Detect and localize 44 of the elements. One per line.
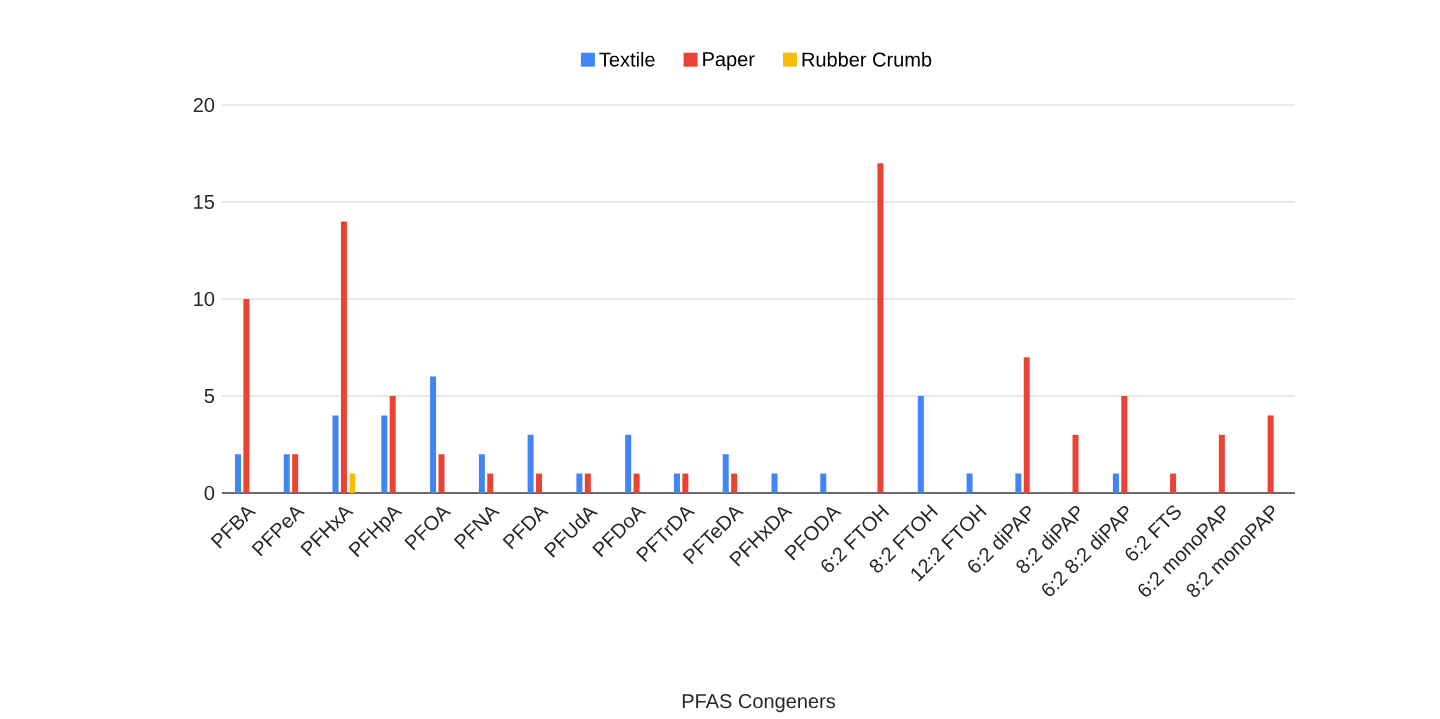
bar <box>1072 434 1079 493</box>
bar <box>283 454 290 493</box>
y-tick-label: 15 <box>194 195 215 209</box>
y-tick-label: 5 <box>204 389 215 403</box>
bar <box>389 396 396 493</box>
bar <box>673 473 680 493</box>
bar <box>917 396 924 493</box>
bar <box>1112 473 1119 493</box>
legend-label: Paper <box>703 52 755 71</box>
bar <box>1170 473 1177 493</box>
bar <box>340 221 347 493</box>
legend-label: Textile <box>599 51 655 67</box>
bar <box>722 454 729 493</box>
bar <box>438 454 445 493</box>
bar <box>1218 434 1225 493</box>
bar <box>682 473 689 493</box>
bar <box>536 473 543 493</box>
bar <box>234 454 241 493</box>
y-tick-label: 10 <box>194 291 215 307</box>
bar <box>877 163 884 493</box>
bar <box>487 473 494 493</box>
bar <box>576 473 583 493</box>
bar <box>820 473 827 493</box>
legend-label: Rubber Crumb <box>802 51 932 67</box>
bar <box>966 473 973 493</box>
bar <box>771 473 778 493</box>
bar <box>527 434 534 493</box>
bar <box>731 473 738 493</box>
y-tick-label: 0 <box>204 485 215 501</box>
bar <box>243 299 250 493</box>
bar <box>292 454 299 493</box>
bar <box>1267 415 1274 493</box>
bar <box>1121 396 1128 493</box>
y-tick-label: 20 <box>193 97 215 113</box>
bar <box>478 454 485 493</box>
bar <box>381 415 388 493</box>
bar <box>1015 473 1022 493</box>
x-axis-title: PFAS Congeners <box>682 694 836 713</box>
bar <box>633 473 640 493</box>
bar <box>584 473 591 493</box>
bar <box>332 415 339 493</box>
bar <box>430 376 437 493</box>
bar <box>625 434 632 493</box>
bar <box>1023 357 1030 493</box>
